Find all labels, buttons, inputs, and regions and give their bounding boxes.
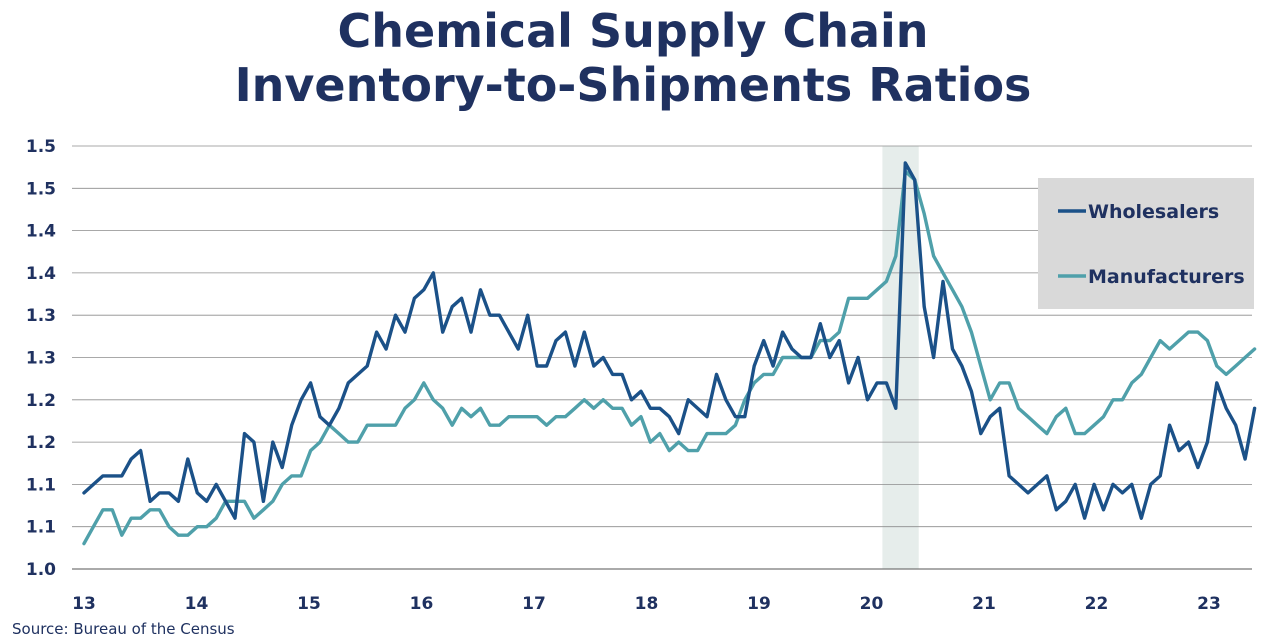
y-axis-ticks: 1.0 1.1 1.1 1.2 1.2 1.3 1.3 1.4 1.4 1.5 1.5 [26,137,56,580]
y-tick-label: 1.5 [26,179,56,199]
title-line-1: Chemical Supply Chain [337,4,929,58]
series-line-wholesalers [82,161,1257,520]
title-line-2: Inventory-to-Shipments Ratios [234,58,1032,112]
series-lines [82,161,1257,546]
x-tick-label: 18 [635,594,659,614]
series-line-manufacturers [82,169,1257,546]
x-tick-label: 16 [410,594,434,614]
x-tick-label: 20 [860,594,884,614]
y-tick-label: 1.1 [26,518,56,538]
y-tick-label: 1.5 [26,137,56,157]
y-tick-label: 1.3 [26,306,56,326]
x-tick-label: 13 [72,594,96,614]
source-note: Source: Bureau of the Census [12,620,235,638]
legend-box [1038,178,1254,309]
x-tick-label: 15 [297,594,321,614]
legend-label: Wholesalers [1088,201,1219,223]
y-tick-label: 1.1 [26,475,56,495]
y-tick-label: 1.2 [26,391,56,411]
x-tick-label: 19 [747,594,771,614]
x-tick-label: 23 [1197,594,1221,614]
chart-title: Chemical Supply Chain Inventory-to-Shipm… [0,4,1266,112]
legend-label: Manufacturers [1088,266,1245,288]
y-tick-label: 1.3 [26,349,56,369]
gridlines [72,145,1252,570]
x-tick-label: 21 [972,594,996,614]
x-tick-label: 22 [1085,594,1109,614]
y-tick-label: 1.4 [26,264,56,284]
y-tick-label: 1.2 [26,433,56,453]
y-tick-label: 1.0 [26,560,56,580]
x-tick-label: 14 [185,594,209,614]
y-tick-label: 1.4 [26,222,56,242]
legend: Wholesalers Manufacturers [1038,178,1254,309]
x-axis-ticks: 13 14 15 16 17 18 19 20 21 22 23 [72,594,1221,614]
x-tick-label: 17 [522,594,546,614]
